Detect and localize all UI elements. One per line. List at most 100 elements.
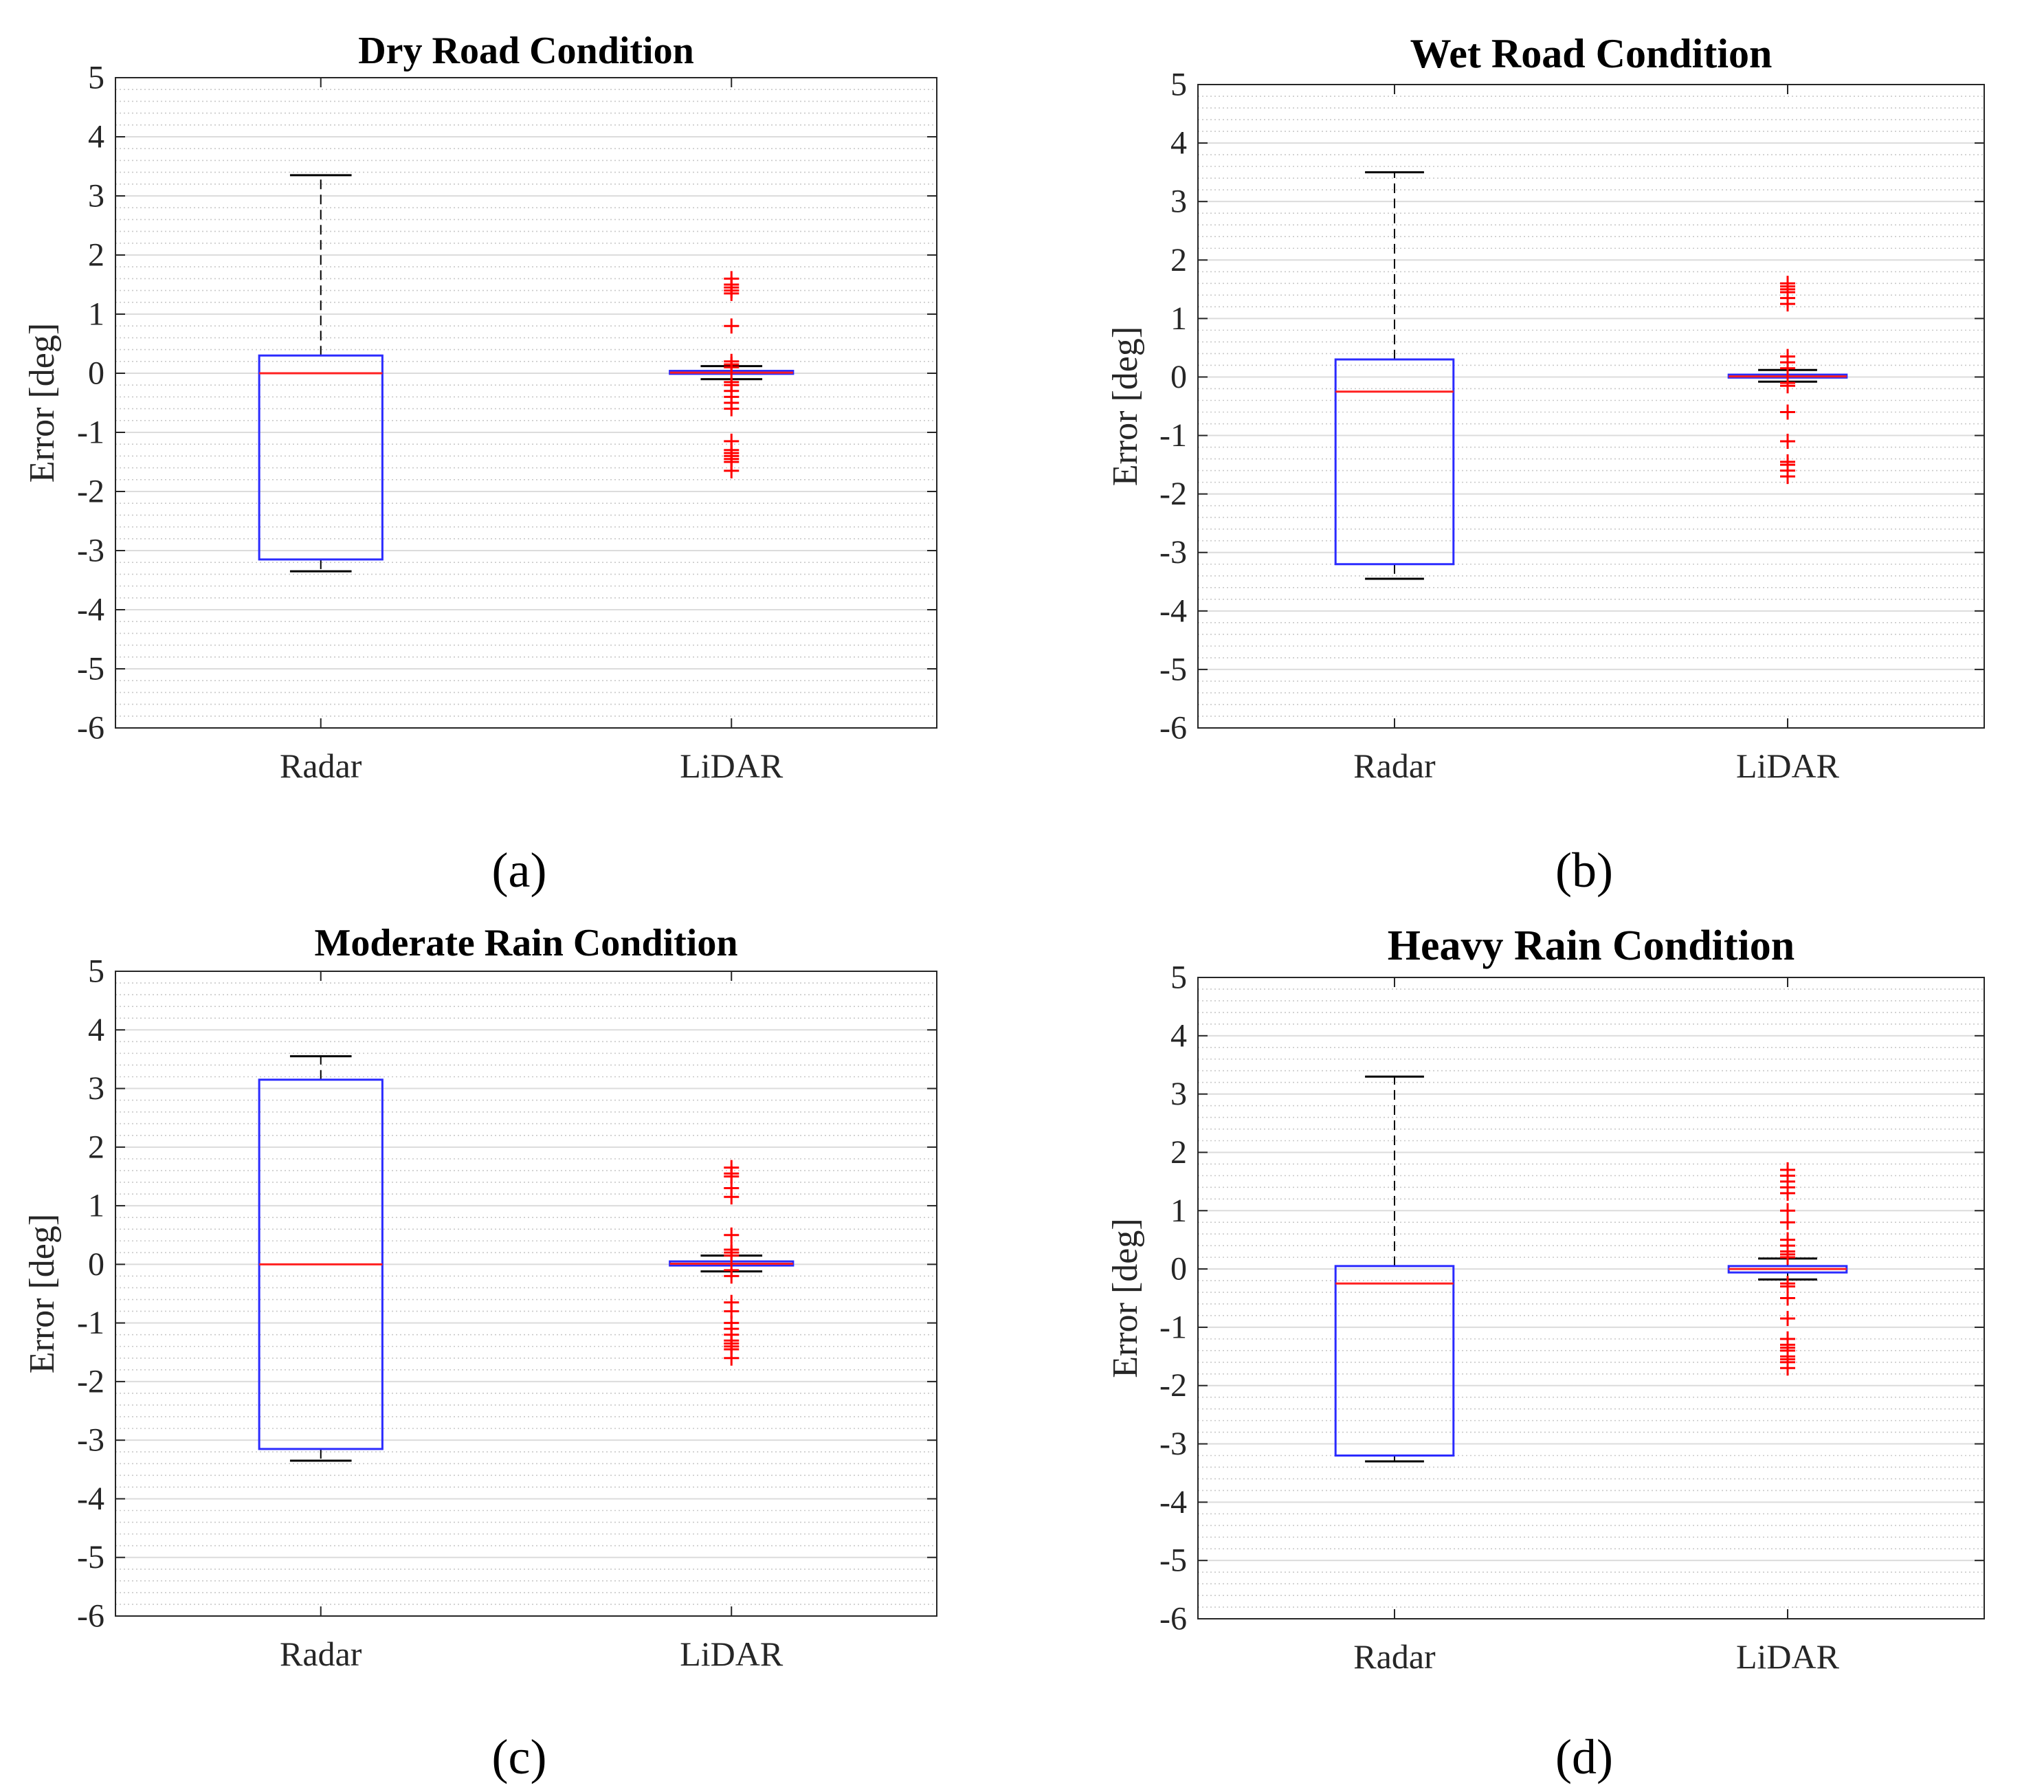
outlier-marker — [1780, 1215, 1795, 1230]
grid-lines — [1198, 988, 1984, 1608]
outlier-marker — [1780, 1185, 1795, 1201]
y-tick-label: 1 — [88, 1188, 104, 1224]
y-axis-label: Error [deg] — [23, 323, 62, 483]
axes-frame — [1197, 977, 1985, 1619]
y-tick-label: -1 — [77, 1305, 104, 1341]
y-tick-label: 2 — [88, 237, 104, 274]
chart-title: Heavy Rain Condition — [1388, 922, 1795, 969]
y-tick-label: -1 — [1159, 1309, 1187, 1345]
y-tick-label: 0 — [88, 355, 104, 392]
outlier-marker — [724, 463, 740, 478]
box-lidar — [1727, 1162, 1848, 1376]
x-tick-label: LiDAR — [1736, 1637, 1840, 1676]
axes-frame — [115, 971, 937, 1617]
x-tick-label: Radar — [1353, 1637, 1436, 1676]
outlier-marker — [1780, 1360, 1795, 1376]
y-tick-label: 2 — [1170, 1134, 1187, 1171]
y-tick-label: 1 — [1170, 1193, 1187, 1229]
outlier-marker — [1780, 404, 1795, 420]
box-radar — [1334, 1075, 1455, 1463]
box-lidar — [669, 271, 795, 478]
y-tick-label: -2 — [1159, 476, 1187, 512]
panel-label: (b) — [1555, 843, 1613, 898]
outlier-marker — [1780, 360, 1795, 376]
outlier-marker — [724, 359, 740, 375]
box-lidar — [669, 1160, 795, 1366]
chart-title: Moderate Rain Condition — [315, 922, 738, 964]
x-tick-label: LiDAR — [1736, 746, 1840, 785]
panel-b: Wet Road Condition Error [deg] (b) 5 4 3 2 1… — [1106, 31, 1985, 898]
y-tick-label: 1 — [1170, 300, 1187, 337]
outlier-marker — [724, 1248, 740, 1263]
y-tick-label: -3 — [77, 1422, 104, 1459]
y-axis-label: Error [deg] — [23, 1214, 62, 1373]
iqr-box — [258, 354, 384, 561]
y-tick-label: -4 — [77, 592, 104, 628]
outlier-marker — [1780, 434, 1795, 450]
iqr-box — [1334, 358, 1455, 566]
grid-lines — [115, 982, 937, 1605]
y-tick-label: 3 — [1170, 184, 1187, 220]
panel-c: Moderate Rain Condition Error [deg] (c) … — [23, 922, 937, 1784]
y-tick-label: -5 — [77, 1539, 104, 1575]
outlier-marker — [724, 1350, 740, 1366]
outlier-marker — [724, 285, 740, 301]
panel-label: (c) — [492, 1729, 547, 1784]
x-tick-label: LiDAR — [680, 1635, 784, 1673]
y-tick-label: 0 — [88, 1246, 104, 1283]
y-tick-label: -6 — [77, 710, 104, 746]
y-tick-label: 4 — [1170, 125, 1187, 162]
outlier-marker — [1780, 296, 1795, 312]
y-axis-label: Error [deg] — [1106, 327, 1145, 486]
grid-lines — [115, 89, 937, 717]
panel-label: (a) — [492, 843, 547, 898]
y-tick-label: 3 — [1170, 1076, 1187, 1112]
y-tick-label: -3 — [77, 533, 104, 569]
box-radar — [258, 1055, 384, 1462]
y-tick-label: -1 — [1159, 417, 1187, 454]
y-tick-label: -4 — [1159, 1484, 1187, 1520]
box-radar — [1334, 171, 1455, 580]
x-tick-label: LiDAR — [680, 746, 784, 785]
y-tick-label: 0 — [1170, 359, 1187, 395]
x-tick-label: Radar — [1353, 746, 1436, 785]
y-tick-label: -4 — [1159, 593, 1187, 629]
y-tick-label: -4 — [77, 1481, 104, 1517]
y-tick-label: 2 — [1170, 242, 1187, 278]
axes-frame — [115, 77, 937, 729]
y-tick-label: 4 — [88, 119, 104, 155]
y-tick-label: 0 — [1170, 1251, 1187, 1287]
y-tick-label: 5 — [1170, 960, 1187, 996]
panel-a: Dry Road Condition Error [deg] (a) 5 4 3 2 1… — [23, 30, 937, 898]
outlier-marker — [1780, 1290, 1795, 1306]
y-tick-label: -2 — [1159, 1367, 1187, 1404]
y-tick-label: 2 — [88, 1129, 104, 1165]
y-tick-label: 5 — [88, 60, 104, 96]
grid-lines — [1198, 96, 1984, 717]
chart-title: Wet Road Condition — [1410, 31, 1773, 76]
y-tick-label: 5 — [88, 953, 104, 990]
y-tick-label: -6 — [1159, 710, 1187, 746]
y-tick-label: 5 — [1170, 67, 1187, 103]
iqr-box — [1334, 1265, 1455, 1457]
axes-frame — [1197, 84, 1985, 729]
y-axis-label: Error [deg] — [1106, 1218, 1145, 1378]
outlier-marker — [724, 318, 740, 334]
outlier-marker — [724, 401, 740, 417]
y-tick-label: -3 — [1159, 534, 1187, 571]
y-tick-label: 1 — [88, 296, 104, 333]
y-tick-label: -3 — [1159, 1426, 1187, 1462]
x-tick-label: Radar — [280, 746, 362, 785]
box-lidar — [1727, 276, 1848, 485]
y-tick-label: 4 — [1170, 1017, 1187, 1054]
panel-d: Heavy Rain Condition Error [deg] (d) 5 4 3… — [1106, 922, 1985, 1784]
panel-label: (d) — [1555, 1729, 1613, 1784]
y-tick-label: 3 — [88, 178, 104, 214]
y-tick-label: -2 — [77, 1363, 104, 1400]
outlier-marker — [1780, 1250, 1795, 1265]
y-tick-label: -6 — [1159, 1601, 1187, 1637]
y-tick-label: -5 — [1159, 1542, 1187, 1579]
outlier-marker — [1780, 469, 1795, 485]
outlier-marker — [724, 1189, 740, 1205]
